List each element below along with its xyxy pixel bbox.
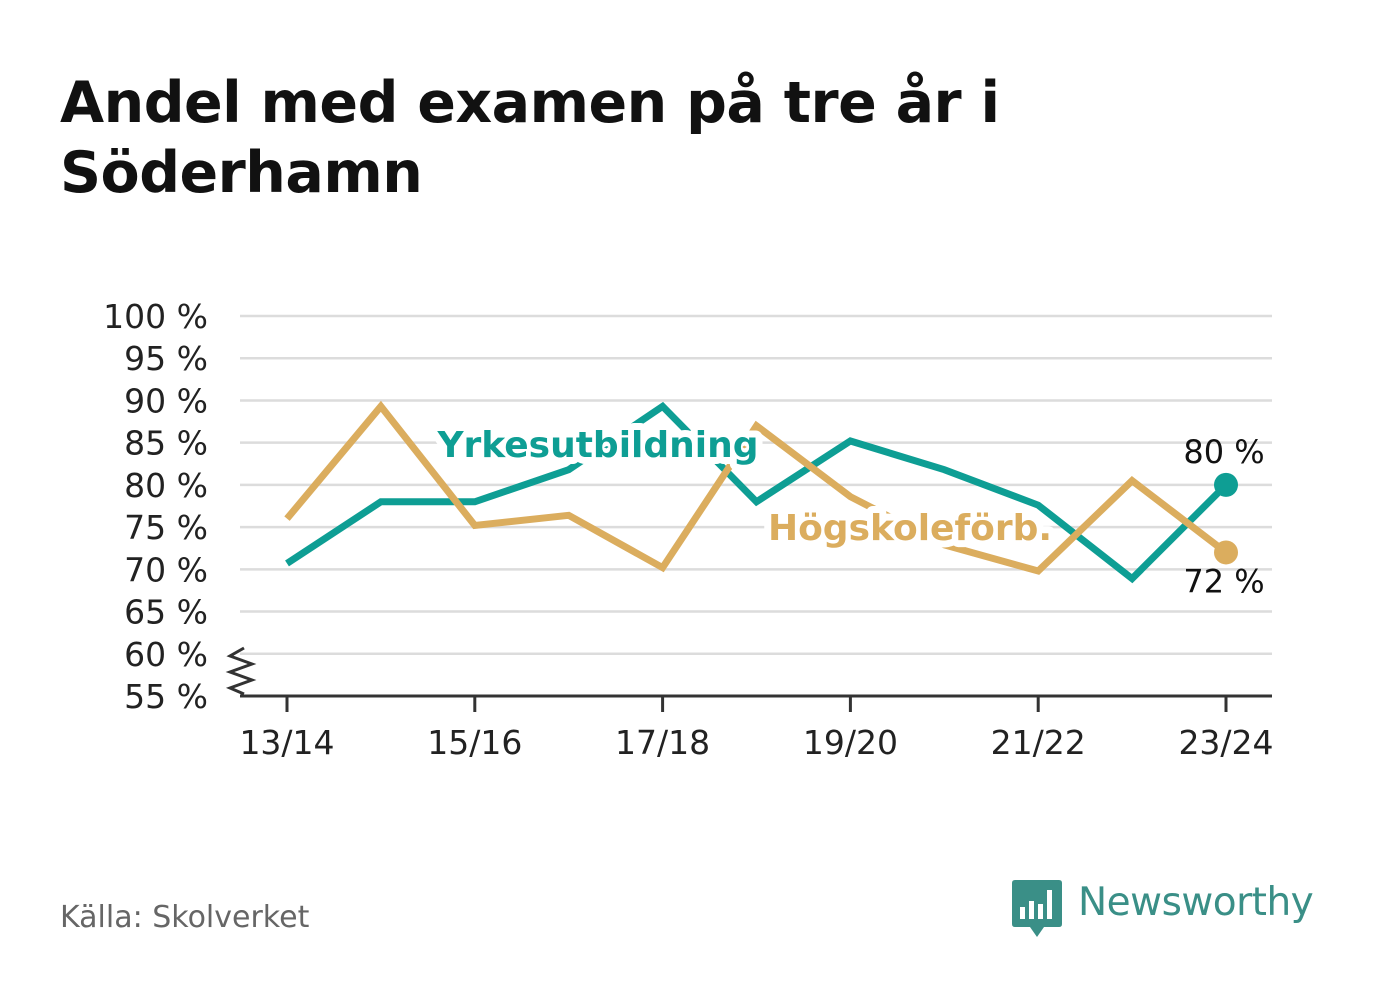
y-tick-label: 90 % <box>124 381 208 420</box>
y-tick-label: 55 % <box>124 677 208 716</box>
axes: 13/14 15/16 17/18 19/20 21/22 23/24 <box>225 646 1274 762</box>
end-point-yrkes <box>1214 472 1238 497</box>
y-tick-label: 80 % <box>124 466 208 505</box>
end-value-label-hogskole: 72 % <box>1183 562 1264 600</box>
series-label-halo: Högskoleförb. <box>768 508 1052 549</box>
series-label-halo: Yrkesutbildning <box>436 425 758 466</box>
series-label-yrkes: Yrkesutbildning <box>436 425 758 466</box>
end-point-hogskole <box>1214 540 1238 565</box>
x-tick-label: 15/16 <box>427 723 522 762</box>
x-tick-label: 23/24 <box>1178 723 1273 762</box>
y-tick-label: 60 % <box>124 635 208 674</box>
chart-title: Andel med examen på tre år i Söderhamn <box>60 70 1000 206</box>
series-label-hogskole: Högskoleförb. <box>768 508 1052 549</box>
end-value-label-yrkes: 80 % <box>1183 433 1264 471</box>
axis-break-icon <box>225 646 257 696</box>
y-tick-label: 85 % <box>124 424 208 463</box>
series-lines <box>284 400 1238 584</box>
x-tick-label: 21/22 <box>991 723 1086 762</box>
x-tick-label: 17/18 <box>615 723 710 762</box>
y-tick-label: 70 % <box>124 550 208 589</box>
bar-chart-speech-bubble-icon <box>1012 880 1062 937</box>
brand-name: Newsworthy <box>1078 880 1314 925</box>
brand-logo: Newsworthy <box>1012 878 1332 942</box>
source-note: Källa: Skolverket <box>60 900 310 935</box>
gridlines: 55 %60 %65 %70 %75 %80 %85 %90 %95 %100 … <box>103 297 1272 716</box>
y-tick-label: 95 % <box>124 339 208 378</box>
y-tick-label: 65 % <box>124 593 208 632</box>
y-tick-label: 75 % <box>124 508 208 547</box>
series-line-hogskole <box>284 400 1229 575</box>
x-tick-label: 19/20 <box>803 723 898 762</box>
series-labels: YrkesutbildningYrkesutbildningHögskolefö… <box>429 418 1264 600</box>
x-tick-label: 13/14 <box>239 723 334 762</box>
y-tick-label: 100 % <box>103 297 208 336</box>
series-line-yrkes <box>285 401 1229 584</box>
